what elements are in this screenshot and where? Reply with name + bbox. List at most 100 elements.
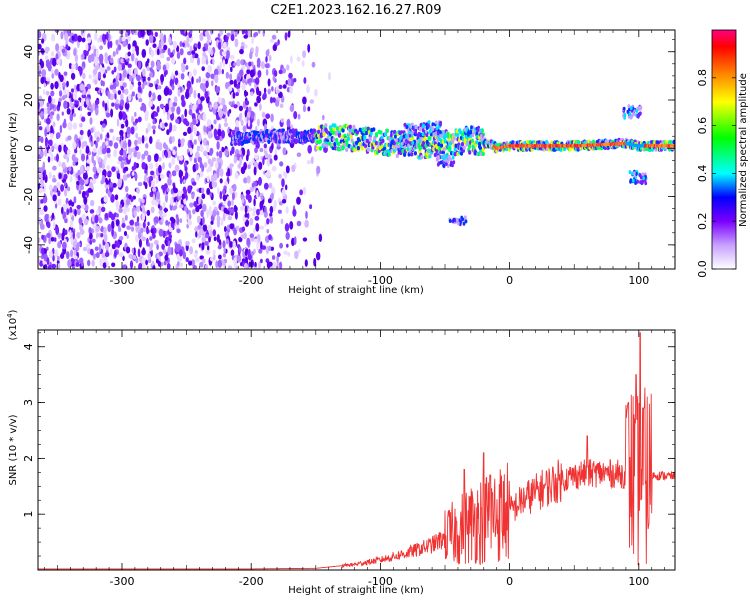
heatmap-cell <box>281 199 287 204</box>
heatmap-cell <box>265 49 270 57</box>
heatmap-cell <box>53 185 58 193</box>
heatmap-cell <box>633 171 636 176</box>
heatmap-cell <box>288 72 293 79</box>
heatmap-cell <box>46 107 51 115</box>
heatmap-cell <box>408 130 412 135</box>
heatmap-cell <box>198 102 203 111</box>
heatmap-cell <box>179 176 183 185</box>
heatmap-cell <box>414 130 417 135</box>
heatmap-cell <box>76 204 81 210</box>
heatmap-cell <box>403 122 407 127</box>
heatmap-cell <box>51 33 56 42</box>
heatmap-cell <box>356 145 360 151</box>
heatmap-cell <box>107 152 111 158</box>
heatmap-cell <box>267 88 272 95</box>
heatmap-cell <box>105 180 110 185</box>
heatmap-cell <box>269 158 273 165</box>
heatmap-cell <box>293 111 298 120</box>
heatmap-cell <box>193 53 199 59</box>
heatmap-cell <box>43 107 48 115</box>
heatmap-cell <box>409 124 413 129</box>
heatmap-cell <box>40 136 44 144</box>
spectrogram-ytick-label: -40 <box>22 236 35 254</box>
heatmap-cell <box>129 260 134 269</box>
heatmap-cell <box>185 65 189 70</box>
heatmap-cell <box>70 257 75 265</box>
heatmap-cell <box>132 46 136 55</box>
heatmap-cell <box>44 213 49 223</box>
heatmap-cell <box>73 249 77 257</box>
heatmap-cell <box>113 149 118 158</box>
heatmap-cell <box>258 248 263 254</box>
colorbar-tick-label: 0.6 <box>696 117 709 135</box>
heatmap-cell <box>40 199 44 204</box>
heatmap-cell <box>233 104 238 109</box>
heatmap-cell <box>178 155 184 161</box>
heatmap-cell <box>205 80 209 88</box>
heatmap-cell <box>221 130 226 139</box>
heatmap-cell <box>121 223 126 228</box>
heatmap-cell <box>50 82 54 90</box>
heatmap-cell <box>147 242 150 247</box>
heatmap-cell <box>287 251 291 257</box>
heatmap-cell <box>205 234 210 239</box>
heatmap-cell <box>411 140 415 145</box>
heatmap-cell <box>89 209 95 214</box>
heatmap-cell <box>240 194 245 200</box>
heatmap-cell <box>628 170 632 175</box>
heatmap-cell <box>205 154 210 160</box>
heatmap-cell <box>253 32 257 38</box>
heatmap-cell <box>138 198 142 203</box>
heatmap-cell <box>200 96 205 102</box>
heatmap-cell <box>53 237 57 242</box>
heatmap-cell <box>302 96 307 105</box>
heatmap-cell <box>46 257 50 266</box>
heatmap-cell <box>128 94 132 102</box>
heatmap-cell <box>145 39 149 46</box>
heatmap-cell <box>122 82 127 88</box>
heatmap-cell <box>152 174 156 179</box>
heatmap-cell <box>264 123 267 132</box>
heatmap-cell <box>224 226 227 233</box>
heatmap-cell <box>629 106 633 110</box>
heatmap-cell <box>273 154 278 161</box>
heatmap-cell <box>234 210 238 220</box>
heatmap-cell <box>73 112 76 118</box>
heatmap-cell <box>41 234 44 240</box>
heatmap-cell <box>149 191 153 198</box>
heatmap-cell <box>257 70 262 78</box>
heatmap-cell <box>227 86 233 92</box>
heatmap-cell <box>246 237 251 246</box>
heatmap-cell <box>469 130 473 135</box>
heatmap-cell <box>178 159 184 165</box>
heatmap-cell <box>103 233 108 243</box>
colorbar-tick-label: 0.8 <box>696 69 709 87</box>
heatmap-cell <box>285 80 289 85</box>
heatmap-cell <box>118 252 124 258</box>
heatmap-cell <box>126 234 129 239</box>
heatmap-cell <box>281 189 286 197</box>
heatmap-cell <box>276 89 280 94</box>
heatmap-cell <box>97 167 102 174</box>
heatmap-cell <box>120 160 125 169</box>
heatmap-cell <box>197 93 201 99</box>
heatmap-cell <box>217 41 222 50</box>
heatmap-cell <box>61 48 66 54</box>
heatmap-cell <box>247 119 251 127</box>
heatmap-cell <box>54 30 60 33</box>
heatmap-cell <box>151 233 156 239</box>
heatmap-cell <box>206 168 209 173</box>
heatmap-cell <box>461 217 464 222</box>
heatmap-cell <box>193 139 197 145</box>
heatmap-cell <box>413 151 417 156</box>
heatmap-cell <box>141 83 145 90</box>
heatmap-cell <box>232 183 237 192</box>
heatmap-cell <box>85 43 89 52</box>
heatmap-cell <box>186 42 191 48</box>
heatmap-cell <box>169 173 172 179</box>
heatmap-cell <box>146 209 151 216</box>
heatmap-cell <box>256 209 260 216</box>
heatmap-cell <box>61 95 66 101</box>
heatmap-cell <box>135 257 139 264</box>
heatmap-cell <box>206 175 210 183</box>
